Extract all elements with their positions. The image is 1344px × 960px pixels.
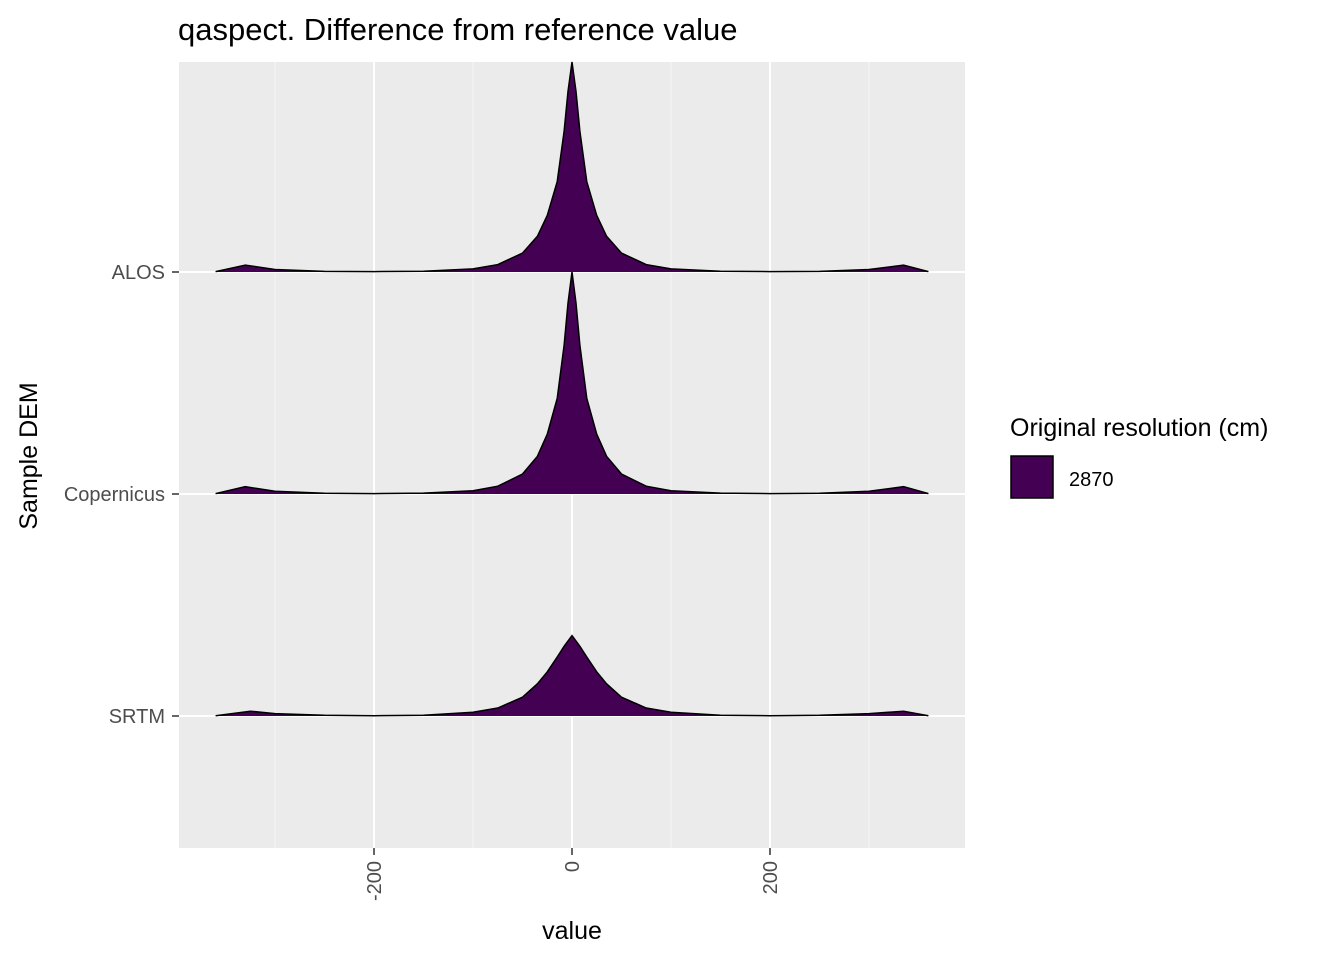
density-outline-copernicus xyxy=(215,271,929,495)
y-axis-title: Sample DEM xyxy=(15,382,43,529)
x-tick-label: -200 xyxy=(364,861,386,901)
chart-title: qaspect. Difference from reference value xyxy=(178,12,737,47)
y-axis: ALOS Copernicus SRTM xyxy=(64,262,179,728)
density-ridge-copernicus xyxy=(215,272,929,494)
legend-key-swatch xyxy=(1010,455,1054,499)
x-axis-title: value xyxy=(542,917,602,945)
y-tick-label-copernicus: Copernicus xyxy=(64,484,165,506)
y-tick-label-alos: ALOS xyxy=(112,262,165,284)
legend-title: Original resolution (cm) xyxy=(1010,414,1268,442)
legend: Original resolution (cm) 2870 xyxy=(1010,414,1268,499)
legend-label: 2870 xyxy=(1069,469,1114,491)
x-tick-label: 200 xyxy=(760,861,782,894)
y-tick-label-srtm: SRTM xyxy=(109,706,165,728)
density-ridge-srtm xyxy=(215,635,929,716)
x-axis: -200 0 200 xyxy=(364,848,782,901)
density-ridges xyxy=(215,61,929,717)
density-ridge-alos xyxy=(215,62,929,272)
density-outline-srtm xyxy=(215,634,929,717)
x-tick-label: 0 xyxy=(562,861,584,872)
density-outline-alos xyxy=(215,61,929,273)
